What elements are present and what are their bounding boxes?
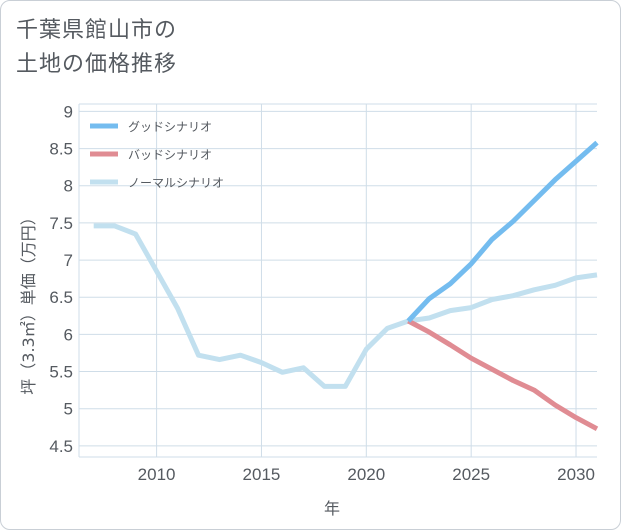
x-tick-label: 2015 xyxy=(243,465,281,484)
y-tick-label: 9 xyxy=(64,102,73,121)
y-tick-label: 5 xyxy=(64,400,73,419)
bad-scenario-line xyxy=(407,318,599,432)
y-tick-label: 8.5 xyxy=(49,140,73,159)
series-lines xyxy=(93,140,599,432)
y-tick-label: 8 xyxy=(64,177,73,196)
y-tick-label: 6 xyxy=(64,325,73,344)
y-tick-label: 6.5 xyxy=(49,288,73,307)
legend-label: バッドシナリオ xyxy=(128,148,212,162)
legend-label: ノーマルシナリオ xyxy=(128,176,224,190)
y-axis-title: 坪（3.3㎡）単価（万円） xyxy=(19,209,38,394)
x-tick-label: 2020 xyxy=(347,465,385,484)
x-axis-title: 年 xyxy=(324,499,340,518)
chart-title-line2: 土地の価格推移 xyxy=(16,52,178,77)
x-tick-label: 2010 xyxy=(138,465,176,484)
good-scenario-line xyxy=(406,140,599,323)
y-tick-label: 5.5 xyxy=(49,363,73,382)
y-tick-label: 7.5 xyxy=(49,214,73,233)
y-tick-label: 4.5 xyxy=(49,437,73,456)
chart-title-line1: 千葉県館山市の xyxy=(16,18,178,43)
plot-area-border xyxy=(78,103,597,458)
y-axis-ticks: 4.5 5 5.5 6 6.5 7 7.5 8 8.5 9 xyxy=(49,102,73,455)
normal-scenario-line xyxy=(93,223,598,389)
x-tick-label: 2030 xyxy=(557,465,595,484)
x-tick-label: 2025 xyxy=(452,465,490,484)
chart-title: 千葉県館山市の 土地の価格推移 xyxy=(16,14,177,82)
legend-label: グッドシナリオ xyxy=(128,120,212,134)
x-axis-ticks: 2010 2015 2020 2025 2030 xyxy=(138,465,595,484)
y-tick-label: 7 xyxy=(64,251,73,270)
